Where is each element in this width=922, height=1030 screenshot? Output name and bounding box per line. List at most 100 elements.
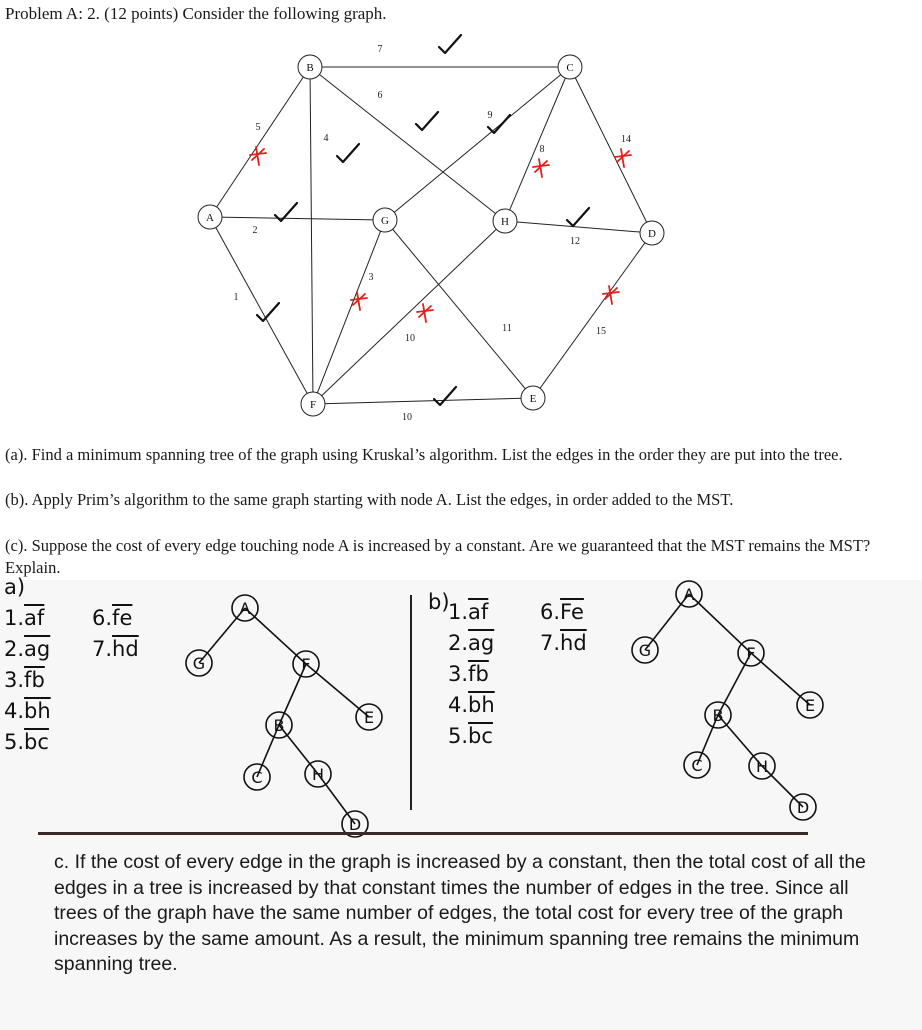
svg-text:B: B xyxy=(274,716,285,735)
edge-list-item: 1.af xyxy=(448,600,488,624)
check-mark-icon xyxy=(486,113,512,135)
mst-trees: A G F B E C H D A G F B E C H D xyxy=(185,580,824,838)
edge-AF xyxy=(209,216,314,405)
a-tree-node-E: E xyxy=(355,703,383,731)
a-tree-node-D: D xyxy=(341,810,369,838)
svg-text:G: G xyxy=(381,215,389,227)
edge-list-edge: ag xyxy=(24,637,51,661)
svg-text:H: H xyxy=(312,765,324,784)
a-tree-node-C: C xyxy=(243,763,271,791)
node-C: C xyxy=(557,54,583,80)
edge-FE xyxy=(312,397,534,405)
b-tree-node-F: F xyxy=(737,639,765,667)
edge-weight-FE: 10 xyxy=(402,412,412,423)
b-tree-node-C: C xyxy=(683,751,711,779)
edge-weight-GE: 11 xyxy=(502,323,512,334)
edge-list-item: 6.fe xyxy=(92,606,132,630)
question-c: (c). Suppose the cost of every edge touc… xyxy=(5,536,871,577)
edge-weight-DE: 15 xyxy=(596,326,606,337)
edge-list-edge: bc xyxy=(24,730,49,754)
edge-BF xyxy=(309,66,314,405)
edge-list-number: 6. xyxy=(92,606,113,630)
edge-weights: 5 2 1 7 6 4 9 8 14 12 3 10 11 15 10 xyxy=(234,44,632,423)
edge-weight-AG: 2 xyxy=(253,225,258,236)
edge-list-item: 3.fb xyxy=(448,662,489,686)
edge-GE xyxy=(384,219,534,399)
svg-text:D: D xyxy=(349,815,361,834)
edge-list-edge: Fe xyxy=(560,600,584,624)
x-mark-icon xyxy=(532,158,550,178)
edge-GC xyxy=(384,66,571,221)
edge-BH xyxy=(309,66,506,222)
edge-list-item: 5.bc xyxy=(448,724,493,748)
edge-list-number: 5. xyxy=(448,724,469,748)
edge-list-edge: bc xyxy=(468,724,493,748)
problem-sheet xyxy=(0,0,922,580)
question-a: (a). Find a minimum spanning tree of the… xyxy=(5,445,843,464)
svg-text:D: D xyxy=(797,798,809,817)
b-tree: A G F B E C H D xyxy=(631,580,824,821)
svg-text:E: E xyxy=(805,696,815,715)
divider xyxy=(410,595,412,810)
edge-DE xyxy=(532,232,653,399)
edge-list-edge: fb xyxy=(468,662,489,686)
edge-list-number: 1. xyxy=(448,600,469,624)
edge-list-edge: hd xyxy=(112,637,139,661)
svg-text:F: F xyxy=(746,644,755,663)
svg-text:B: B xyxy=(713,706,724,725)
svg-text:F: F xyxy=(301,655,310,674)
edge-HD xyxy=(504,220,653,234)
answer-b-label: b) xyxy=(428,590,450,614)
edge-CH xyxy=(504,66,571,222)
edge-list-item: 2.ag xyxy=(448,631,494,655)
svg-text:E: E xyxy=(530,393,537,405)
svg-text:H: H xyxy=(756,757,768,776)
edge-weight-FH: 10 xyxy=(405,333,415,344)
b-tree-node-A: A xyxy=(675,580,703,608)
edge-list-item: 4.bh xyxy=(448,693,495,717)
edge-list-edge: af xyxy=(24,606,45,630)
edge-list-number: 1. xyxy=(4,606,25,630)
svg-text:E: E xyxy=(364,708,374,727)
node-G: G xyxy=(372,207,398,233)
svg-text:D: D xyxy=(648,228,656,240)
svg-text:G: G xyxy=(639,641,651,660)
x-mark-icon xyxy=(350,291,368,311)
edge-weight-AF: 1 xyxy=(234,292,239,303)
svg-text:C: C xyxy=(566,62,573,74)
edge-list-edge: hd xyxy=(560,631,587,655)
edge-weight-BC: 7 xyxy=(378,44,383,55)
node-A: A xyxy=(197,204,223,230)
a-tree-node-F: F xyxy=(292,650,320,678)
edge-list-number: 7. xyxy=(540,631,561,655)
edge-list-item: 2.ag xyxy=(4,637,50,661)
edge-list-number: 2. xyxy=(448,631,469,655)
edge-list-edge: bh xyxy=(468,693,495,717)
node-H: H xyxy=(492,208,518,234)
edge-list-edge: ag xyxy=(468,631,495,655)
edge-list-number: 3. xyxy=(4,668,25,692)
edge-marks xyxy=(249,33,632,407)
graph-figure: 5 2 1 7 6 4 9 8 14 12 3 10 11 15 10 A B C D E F G H xyxy=(197,33,665,423)
svg-text:C: C xyxy=(251,768,262,787)
edge-list-item: 7.hd xyxy=(92,637,139,661)
answer-a-label: a) xyxy=(4,575,26,599)
graph-nodes: A B C D E F G H xyxy=(197,54,665,417)
svg-text:B: B xyxy=(306,62,313,74)
question-b: (b). Apply Prim’s algorithm to the same … xyxy=(5,490,734,509)
a-tree-node-A: A xyxy=(231,594,259,622)
edge-weight-BH: 6 xyxy=(378,90,383,101)
answer-c: c. If the cost of every edge in the grap… xyxy=(54,851,866,975)
edge-list-number: 4. xyxy=(448,693,469,717)
a-tree-node-H: H xyxy=(304,760,332,788)
edge-list-item: 4.bh xyxy=(4,699,51,723)
check-mark-icon xyxy=(255,301,281,323)
b-tree-node-H: H xyxy=(748,752,776,780)
edge-weight-AB: 5 xyxy=(256,122,261,133)
x-mark-icon xyxy=(602,285,620,305)
check-mark-icon xyxy=(565,206,591,228)
edge-list-item: 7.hd xyxy=(540,631,587,655)
svg-text:A: A xyxy=(206,212,214,224)
svg-text:F: F xyxy=(310,399,316,411)
check-mark-icon xyxy=(437,33,463,55)
